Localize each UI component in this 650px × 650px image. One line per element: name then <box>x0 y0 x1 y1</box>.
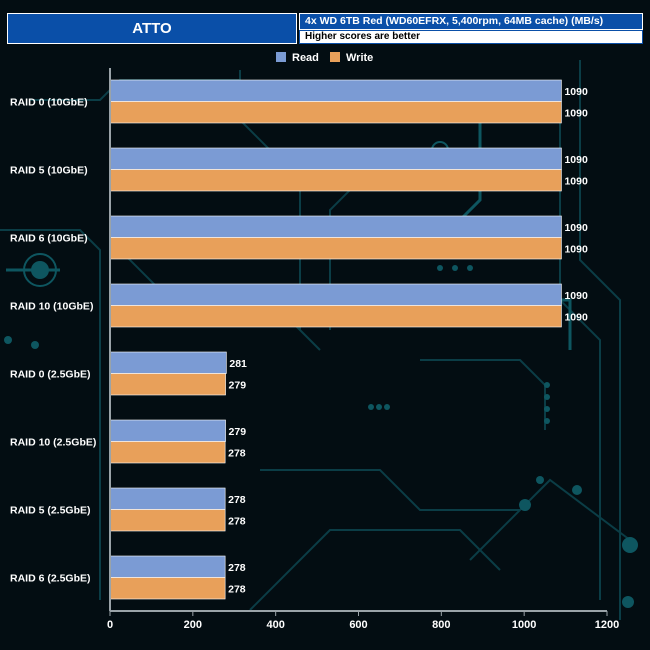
bar-read <box>109 555 226 578</box>
bar-write <box>109 305 562 328</box>
data-label-write: 1090 <box>564 243 588 255</box>
legend-label-read: Read <box>292 52 319 64</box>
category-label: RAID 5 (10GbE) <box>10 165 88 177</box>
x-tick-label: 200 <box>184 619 202 631</box>
data-label-read: 1090 <box>564 154 588 166</box>
bar-read <box>109 419 226 442</box>
bar-write <box>109 373 226 396</box>
data-label-write: 1090 <box>564 107 588 119</box>
data-label-read: 1090 <box>564 86 588 98</box>
category-label: RAID 5 (2.5GbE) <box>10 505 91 517</box>
data-label-read: 278 <box>228 562 246 574</box>
category-label: RAID 6 (2.5GbE) <box>10 573 91 585</box>
bar-write <box>109 169 562 192</box>
data-label-write: 278 <box>228 447 246 459</box>
bar-read <box>109 351 227 374</box>
legend-label-write: Write <box>346 52 373 64</box>
legend-swatch-read <box>276 52 286 62</box>
data-label-read: 1090 <box>564 290 588 302</box>
x-tick-label: 800 <box>432 619 450 631</box>
bar-write <box>109 237 562 260</box>
data-label-write: 278 <box>228 515 246 527</box>
data-label-read: 1090 <box>564 222 588 234</box>
data-label-read: 281 <box>229 358 247 370</box>
category-label: RAID 0 (10GbE) <box>10 97 88 109</box>
plot-area: Read Write RAID 0 (10GbE) 1090 1090 RAID 5 (1… <box>10 52 619 631</box>
category-label: RAID 10 (2.5GbE) <box>10 437 96 449</box>
x-tick-label: 1200 <box>595 619 619 631</box>
bar-write <box>109 509 226 532</box>
x-tick-label: 600 <box>349 619 367 631</box>
x-tick-label: 400 <box>266 619 284 631</box>
data-label-read: 278 <box>228 494 246 506</box>
bar-read <box>109 487 226 510</box>
x-tick-label: 0 <box>107 619 113 631</box>
data-label-write: 279 <box>229 379 247 391</box>
category-label: RAID 6 (10GbE) <box>10 233 88 245</box>
data-label-write: 1090 <box>564 311 588 323</box>
bar-write <box>109 577 226 600</box>
data-label-read: 279 <box>229 426 247 438</box>
bar-write <box>109 441 226 464</box>
legend-swatch-write <box>330 52 340 62</box>
data-label-write: 1090 <box>564 175 588 187</box>
bar-write <box>109 101 562 124</box>
bar-read <box>109 215 562 238</box>
category-label: RAID 0 (2.5GbE) <box>10 369 91 381</box>
data-label-write: 278 <box>228 583 246 595</box>
bar-read <box>109 283 562 306</box>
chart-subtitle: 4x WD 6TB Red (WD60EFRX, 5,400rpm, 64MB … <box>299 13 643 30</box>
x-tick-label: 1000 <box>512 619 536 631</box>
chart-title: ATTO <box>7 13 297 44</box>
bar-read <box>109 147 562 170</box>
category-label: RAID 10 (10GbE) <box>10 301 93 313</box>
bar-read <box>109 79 562 102</box>
chart-note: Higher scores are better <box>299 30 643 44</box>
